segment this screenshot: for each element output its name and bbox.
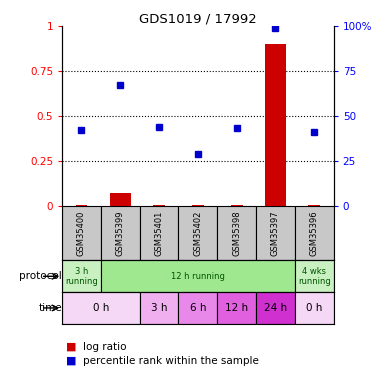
Bar — [295, 206, 334, 261]
Text: 12 h running: 12 h running — [171, 272, 225, 281]
Bar — [256, 292, 295, 324]
Bar — [62, 261, 101, 292]
Text: 0 h: 0 h — [306, 303, 322, 313]
Text: GSM35396: GSM35396 — [310, 210, 319, 256]
Text: 3 h: 3 h — [151, 303, 167, 313]
Bar — [217, 292, 256, 324]
Bar — [295, 292, 334, 324]
Bar — [265, 44, 286, 206]
Bar — [101, 206, 140, 261]
Text: ■: ■ — [66, 342, 76, 352]
Text: log ratio: log ratio — [83, 342, 127, 352]
Text: GSM35402: GSM35402 — [193, 210, 203, 256]
Title: GDS1019 / 17992: GDS1019 / 17992 — [139, 12, 257, 25]
Text: protocol: protocol — [19, 271, 62, 281]
Text: 24 h: 24 h — [264, 303, 287, 313]
Text: GSM35399: GSM35399 — [116, 210, 125, 256]
Text: ■: ■ — [66, 356, 76, 366]
Text: 4 wks
running: 4 wks running — [298, 267, 331, 286]
Bar — [140, 206, 178, 261]
Text: 3 h
running: 3 h running — [65, 267, 98, 286]
Text: GSM35400: GSM35400 — [77, 210, 86, 256]
Bar — [231, 205, 242, 206]
Bar — [76, 205, 87, 206]
Bar — [101, 261, 295, 292]
Text: GSM35398: GSM35398 — [232, 210, 241, 256]
Text: percentile rank within the sample: percentile rank within the sample — [83, 356, 259, 366]
Bar — [192, 205, 204, 206]
Bar — [62, 292, 140, 324]
Bar — [110, 193, 131, 206]
Bar — [295, 261, 334, 292]
Bar — [256, 206, 295, 261]
Bar — [178, 206, 217, 261]
Text: time: time — [38, 303, 62, 313]
Text: 6 h: 6 h — [190, 303, 206, 313]
Bar — [62, 206, 101, 261]
Bar — [308, 205, 320, 206]
Bar — [153, 205, 165, 206]
Text: 12 h: 12 h — [225, 303, 248, 313]
Bar — [140, 292, 178, 324]
Text: GSM35397: GSM35397 — [271, 210, 280, 256]
Bar — [217, 206, 256, 261]
Bar — [178, 292, 217, 324]
Text: 0 h: 0 h — [93, 303, 109, 313]
Text: GSM35401: GSM35401 — [154, 210, 164, 256]
